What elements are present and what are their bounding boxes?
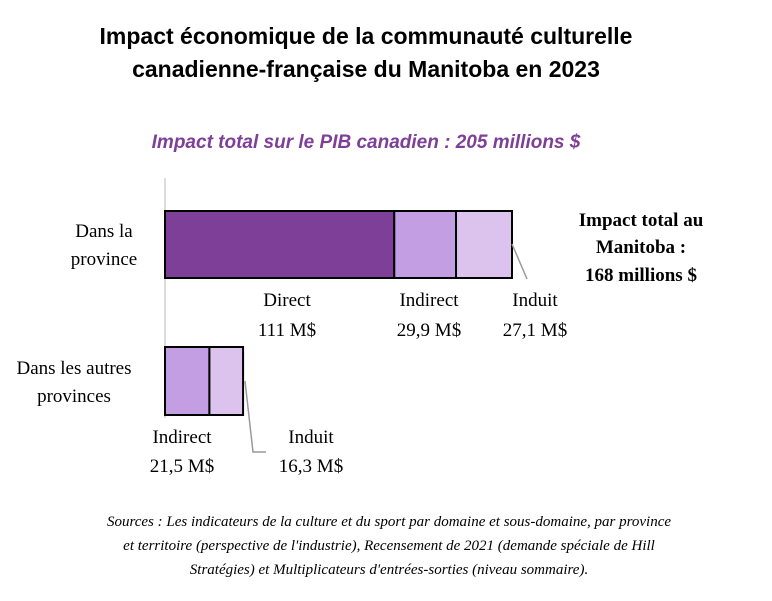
value-label-dans-les-autres-provinces-induit: 16,3 M$ — [279, 456, 343, 477]
category-labels: Dans la province Dans les autres provinces — [16, 221, 137, 407]
title-line-2: canadienne-française du Manitoba en 2023 — [132, 56, 600, 82]
sources-line-2: et territoire (perspective de l'industri… — [123, 538, 655, 554]
bar-dans-la-province-indirect — [393, 210, 458, 279]
segment-labels: Direct 111 M$ Indirect 29,9 M$ Induit 27,1 M$… — [150, 290, 567, 477]
sources-line-3: Stratégies) et Multiplicateurs d'entrées… — [190, 562, 588, 578]
sources-line-1: Sources : Les indicateurs de la culture … — [107, 514, 671, 530]
value-label-dans-la-province-induit: 27,1 M$ — [503, 320, 567, 341]
leader-line-province-induit — [511, 243, 528, 280]
bar-dans-les-autres-provinces-indirect — [164, 346, 211, 416]
category-label-dans-la-province-line-1: Dans la — [75, 221, 133, 242]
bars-group — [164, 210, 514, 416]
bar-dans-les-autres-provinces-induit — [208, 346, 245, 416]
segment-name-dans-la-province-indirect: Indirect — [399, 290, 459, 311]
value-label-dans-les-autres-provinces-indirect: 21,5 M$ — [150, 456, 214, 477]
bar-dans-la-province-direct — [164, 210, 396, 279]
annotation-line-1: Impact total au — [579, 210, 704, 231]
chart-subtitle: Impact total sur le PIB canadien : 205 m… — [152, 132, 581, 153]
category-label-dans-les-autres-provinces-line-1: Dans les autres — [16, 358, 131, 379]
sources-note: Sources : Les indicateurs de la culture … — [107, 514, 671, 578]
value-label-dans-la-province-indirect: 29,9 M$ — [397, 320, 461, 341]
title-line-1: Impact économique de la communauté cultu… — [100, 23, 633, 49]
category-label-dans-la-province-line-2: province — [71, 249, 137, 270]
chart-title: Impact économique de la communauté cultu… — [100, 23, 633, 82]
annotation-line-3: 168 millions $ — [585, 265, 697, 286]
segment-name-dans-la-province-induit: Induit — [512, 290, 558, 311]
category-label-dans-les-autres-provinces-line-2: provinces — [37, 386, 111, 407]
leader-line-autres-induit — [244, 380, 266, 453]
annotation-line-2: Manitoba : — [596, 237, 686, 258]
bar-dans-la-province-induit — [455, 210, 514, 279]
segment-name-dans-la-province-direct: Direct — [263, 290, 311, 311]
leader-lines — [244, 243, 528, 453]
total-annotation: Impact total au Manitoba : 168 millions … — [579, 210, 704, 286]
segment-name-dans-les-autres-provinces-indirect: Indirect — [152, 427, 212, 448]
value-label-dans-la-province-direct: 111 M$ — [258, 320, 316, 341]
segment-name-dans-les-autres-provinces-induit: Induit — [288, 427, 334, 448]
